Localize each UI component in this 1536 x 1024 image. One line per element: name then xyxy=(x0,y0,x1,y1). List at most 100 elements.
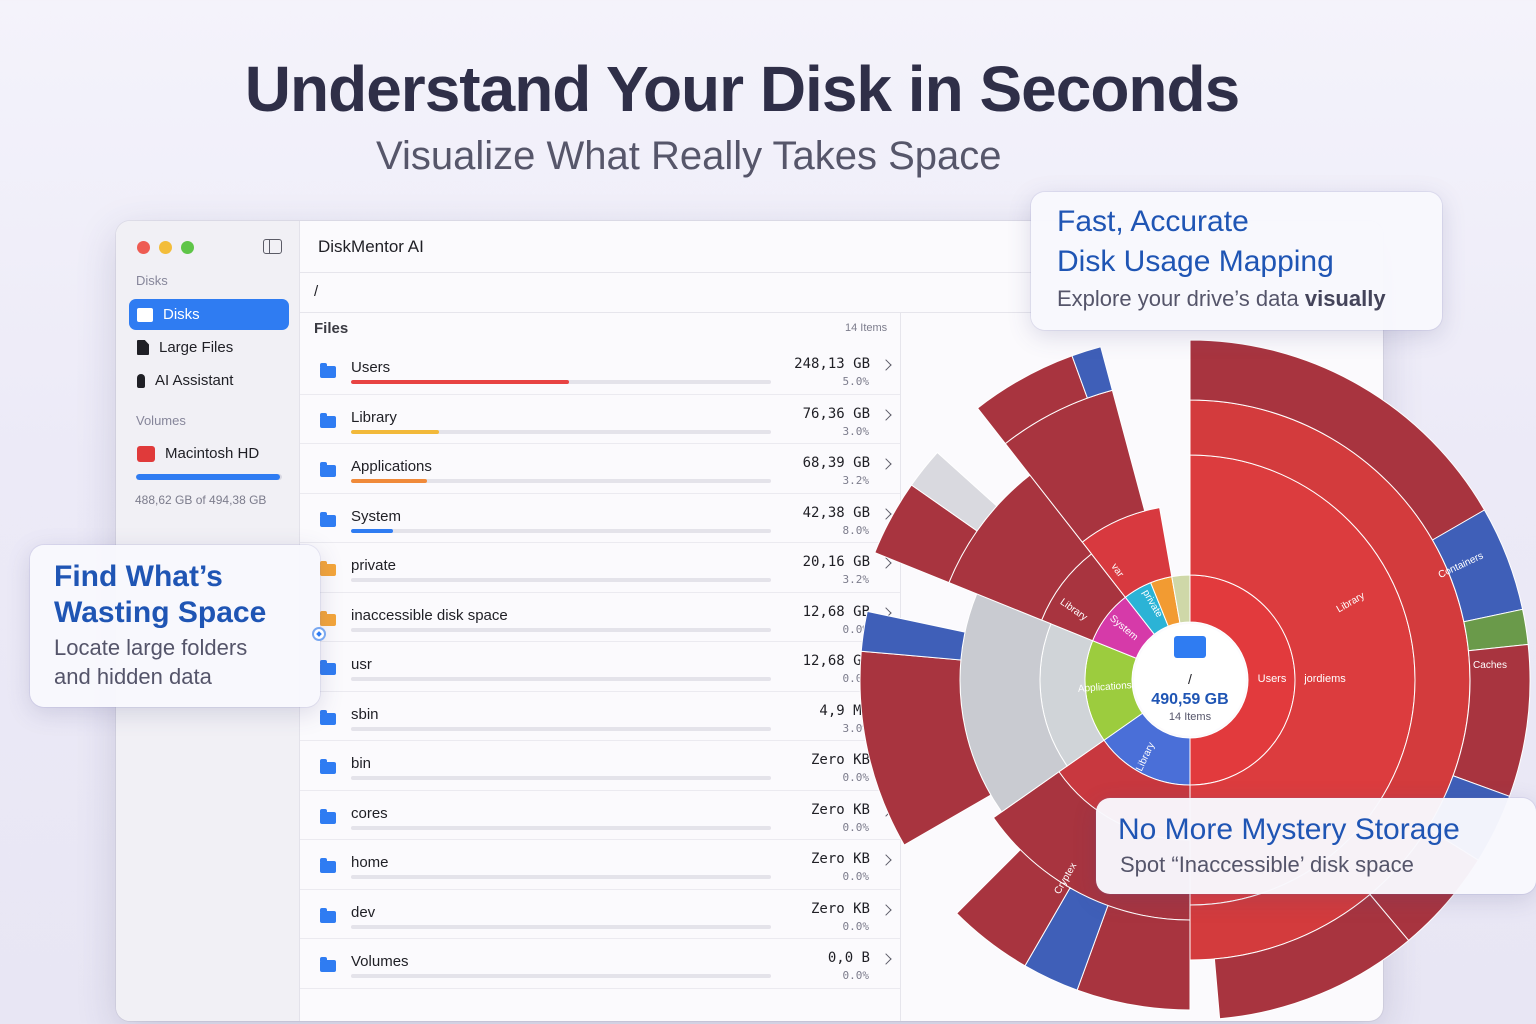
zoom-button[interactable] xyxy=(181,241,194,254)
callout-fast-accurate: Fast, Accurate Disk Usage Mapping Explor… xyxy=(1031,192,1442,330)
file-row[interactable]: inaccessible disk space 12,68 GB 0.0% xyxy=(300,593,900,642)
folder-icon xyxy=(320,363,336,378)
usage-bar-fill xyxy=(351,528,393,533)
file-row[interactable]: bin Zero KB 0.0% xyxy=(300,741,900,791)
sunburst-segment[interactable] xyxy=(955,848,1071,967)
sunburst-segment[interactable] xyxy=(1071,346,1113,399)
sidebar-item-label: Disks xyxy=(163,306,200,323)
sidebar-section-volumes: Volumes xyxy=(136,413,186,428)
file-size: 42,38 GB xyxy=(802,504,870,521)
file-size: 76,36 GB xyxy=(802,405,870,422)
chevron-right-icon[interactable] xyxy=(880,359,892,371)
sunburst-segment-other[interactable] xyxy=(1171,574,1191,624)
file-percent: 3.0% xyxy=(842,721,870,735)
divider xyxy=(300,272,1383,273)
sidebar-item-macintosh-hd[interactable]: Macintosh HD xyxy=(129,438,289,469)
sunburst-center[interactable] xyxy=(1134,624,1246,736)
file-size: 12,68 GB xyxy=(802,653,870,669)
sunburst-label: Caches xyxy=(1473,660,1507,671)
file-size: 68,39 GB xyxy=(802,455,870,471)
file-size: 12,68 GB xyxy=(802,603,870,620)
callout-body: Explore your drive’s data visually xyxy=(1057,284,1386,314)
callout-body-bold: visually xyxy=(1304,286,1386,311)
file-name: System xyxy=(351,507,402,525)
sunburst-segment[interactable] xyxy=(910,451,998,532)
sunburst-segment[interactable] xyxy=(1213,893,1410,1020)
file-percent: 5.0% xyxy=(842,375,870,388)
files-header: Files xyxy=(314,320,349,337)
file-size: Zero KB xyxy=(810,900,870,917)
folder-icon xyxy=(320,660,336,675)
usage-bar xyxy=(351,479,771,483)
disk-icon xyxy=(137,445,155,462)
callout-body: Spot “Inaccessible’ disk space xyxy=(1120,852,1414,877)
file-row[interactable]: System 42,38 GB 8.0% xyxy=(300,494,900,543)
chevron-right-icon[interactable] xyxy=(880,854,892,866)
sidebar-item-label: Macintosh HD xyxy=(165,445,260,462)
chevron-right-icon[interactable] xyxy=(880,507,892,520)
chevron-right-icon[interactable] xyxy=(880,903,892,916)
file-row[interactable]: home Zero KB 0.0% xyxy=(300,840,900,890)
folder-icon xyxy=(320,808,336,824)
folder-icon xyxy=(320,907,336,923)
file-size: 0,0 B xyxy=(827,950,870,966)
chevron-right-icon[interactable] xyxy=(880,458,892,470)
file-name: bin xyxy=(351,755,372,772)
file-name: Library xyxy=(351,408,397,426)
file-name: Volumes xyxy=(351,953,409,970)
hero-title: Understand Your Disk in Seconds xyxy=(244,53,1240,125)
file-row[interactable]: usr 12,68 GB 0.0% xyxy=(300,642,900,692)
sunburst-label: Applications xyxy=(1078,680,1133,695)
divider xyxy=(300,312,1383,313)
callout-find-wasting-space: Find What’s Wasting Space Locate large f… xyxy=(30,545,320,707)
file-row[interactable]: Library 76,36 GB 3.0% xyxy=(300,395,900,444)
usage-bar xyxy=(351,578,771,582)
sidebar-item-large-files[interactable]: Large Files xyxy=(129,332,289,363)
sunburst-center-path: / xyxy=(1188,671,1192,687)
file-row[interactable]: Applications 68,39 GB 3.2% xyxy=(300,444,900,494)
file-row[interactable]: dev Zero KB 0.0% xyxy=(300,890,900,939)
file-name: Users xyxy=(351,359,391,376)
file-percent: 0.0% xyxy=(842,820,870,834)
path-breadcrumb[interactable]: / xyxy=(314,283,319,300)
volume-usage-bar xyxy=(136,474,282,480)
file-name: Applications xyxy=(351,458,432,475)
chevron-right-icon[interactable] xyxy=(880,408,892,421)
sunburst-center-size: 490,59 GB xyxy=(1151,691,1228,708)
usage-bar-fill xyxy=(351,380,570,384)
folder-icon xyxy=(320,412,336,428)
folder-icon xyxy=(320,957,336,972)
usage-bar xyxy=(351,825,771,830)
file-percent: 0.0% xyxy=(842,969,870,982)
file-name: sbin xyxy=(351,705,379,723)
file-size: 4,9 MB xyxy=(819,702,870,719)
files-list: Users 248,13 GB 5.0% Library 76,36 GB 3.0% App… xyxy=(300,345,900,989)
file-row[interactable]: Users 248,13 GB 5.0% xyxy=(300,345,900,395)
sidebar-section-disks: Disks xyxy=(136,273,168,288)
usage-bar xyxy=(351,528,771,533)
file-row[interactable]: Volumes 0,0 B 0.0% xyxy=(300,939,900,989)
close-button[interactable] xyxy=(137,241,150,254)
callout-title: Wasting Space xyxy=(54,596,267,629)
sunburst-segment[interactable] xyxy=(860,610,966,661)
chevron-right-icon[interactable] xyxy=(880,953,892,965)
volume-usage-text: 488,62 GB of 494,38 GB xyxy=(135,493,267,507)
file-row[interactable]: private 20,16 GB 3.2% xyxy=(300,543,900,593)
file-percent: 0.0% xyxy=(842,622,870,636)
file-percent: 0.0% xyxy=(842,919,870,933)
folder-icon xyxy=(320,759,336,774)
file-percent: 0.0% xyxy=(842,870,870,883)
sidebar-item-disks[interactable]: Disks xyxy=(129,299,289,330)
sidebar-toggle-icon[interactable] xyxy=(263,239,282,254)
minimize-button[interactable] xyxy=(159,241,172,254)
window-controls xyxy=(137,241,194,254)
usage-bar xyxy=(351,776,771,780)
file-row[interactable]: sbin 4,9 MB 3.0% xyxy=(300,692,900,741)
connector-dot xyxy=(312,627,326,641)
sidebar-item-ai-assistant[interactable]: AI Assistant xyxy=(129,365,289,396)
file-percent: 0.0% xyxy=(842,771,870,784)
usage-bar xyxy=(351,924,771,929)
file-row[interactable]: cores Zero KB 0.0% xyxy=(300,791,900,840)
folder-icon xyxy=(320,610,336,626)
